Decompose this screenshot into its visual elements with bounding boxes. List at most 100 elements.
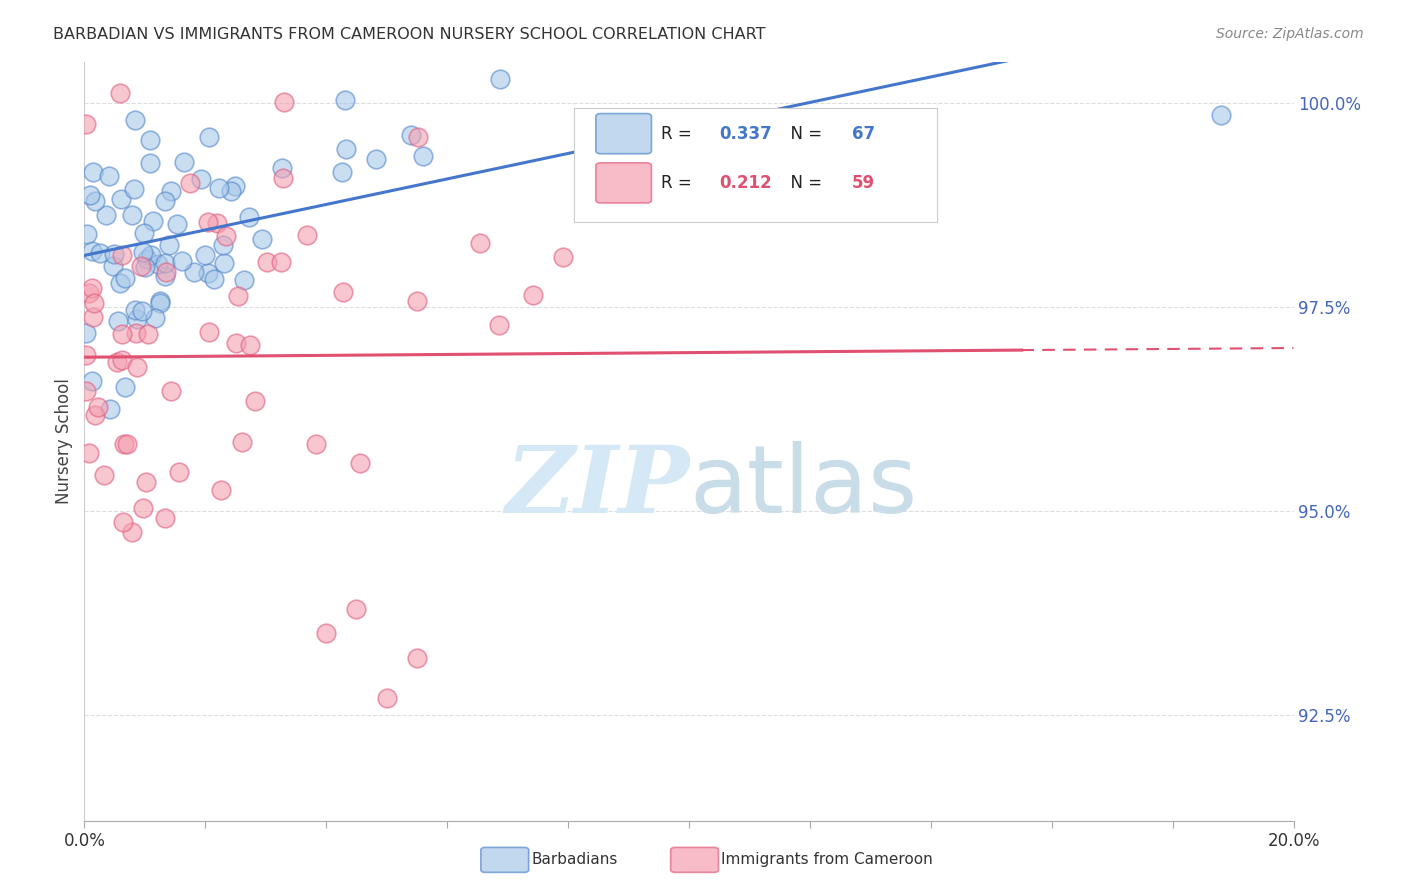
Point [197, 266, 219, 280]
Point [121, 524, 143, 539]
Text: 67: 67 [852, 125, 876, 143]
Point [232, 273, 254, 287]
Point [173, 155, 195, 169]
Point [111, 353, 134, 368]
Point [212, 256, 235, 270]
Point [197, 215, 219, 229]
Point [205, 215, 228, 229]
Text: Immigrants from Cameroon: Immigrants from Cameroon [721, 853, 934, 867]
Point [167, 465, 190, 479]
Text: 59: 59 [852, 174, 876, 193]
Point [221, 185, 243, 199]
Point [83, 194, 105, 208]
Point [114, 271, 136, 285]
Point [332, 285, 354, 299]
Point [297, 227, 319, 242]
Point [172, 254, 194, 268]
Point [179, 176, 201, 190]
Point [399, 128, 422, 142]
Point [82, 281, 104, 295]
Point [239, 337, 262, 351]
Point [335, 142, 357, 156]
Point [143, 311, 166, 326]
Point [149, 295, 172, 310]
Point [105, 354, 128, 368]
Point [349, 456, 371, 470]
Point [211, 238, 233, 252]
Point [125, 311, 148, 326]
Point [190, 172, 212, 186]
Y-axis label: Nursery School: Nursery School [55, 378, 73, 505]
Point [98, 169, 121, 183]
Point [183, 264, 205, 278]
Point [135, 475, 157, 490]
Text: BARBADIAN VS IMMIGRANTS FROM CAMEROON NURSERY SCHOOL CORRELATION CHART: BARBADIAN VS IMMIGRANTS FROM CAMEROON NU… [53, 27, 766, 42]
Point [198, 325, 221, 339]
Point [225, 335, 247, 350]
Point [124, 326, 146, 340]
Point [117, 437, 139, 451]
Point [110, 193, 132, 207]
Point [77, 445, 100, 459]
Point [110, 86, 132, 100]
Point [75, 347, 97, 361]
Point [132, 500, 155, 515]
Point [256, 255, 278, 269]
Point [406, 129, 429, 144]
Point [364, 152, 387, 166]
Point [136, 327, 159, 342]
Point [89, 246, 111, 260]
Point [75, 326, 97, 341]
Point [108, 276, 131, 290]
Point [315, 626, 337, 640]
Text: ZIP: ZIP [505, 442, 689, 532]
Text: R =: R = [661, 174, 697, 193]
Point [231, 434, 253, 449]
Point [80, 374, 103, 388]
Text: N =: N = [780, 174, 827, 193]
Text: Source: ZipAtlas.com: Source: ZipAtlas.com [1216, 27, 1364, 41]
Point [82, 244, 104, 258]
Point [87, 401, 110, 415]
Point [139, 133, 162, 147]
Text: 0.337: 0.337 [720, 125, 772, 143]
Point [198, 129, 221, 144]
Point [470, 236, 492, 251]
FancyBboxPatch shape [596, 113, 651, 153]
Point [160, 384, 183, 398]
Text: 0.212: 0.212 [720, 174, 772, 193]
Text: R =: R = [661, 125, 697, 143]
Point [243, 393, 266, 408]
Point [208, 181, 231, 195]
Point [238, 210, 260, 224]
Point [155, 265, 177, 279]
Point [141, 248, 163, 262]
Point [271, 161, 294, 175]
Point [228, 289, 250, 303]
Point [82, 310, 104, 325]
Point [153, 268, 176, 283]
Point [270, 255, 292, 269]
Point [122, 182, 145, 196]
FancyBboxPatch shape [574, 108, 936, 221]
Point [346, 601, 368, 615]
Point [412, 149, 434, 163]
Point [406, 650, 429, 665]
Point [94, 208, 117, 222]
Text: Barbadians: Barbadians [531, 853, 617, 867]
Point [124, 113, 146, 128]
Point [129, 259, 152, 273]
Point [77, 285, 100, 300]
Point [101, 259, 124, 273]
Point [375, 691, 398, 706]
Point [146, 256, 169, 270]
Point [335, 93, 357, 107]
Point [1209, 108, 1232, 122]
Point [131, 303, 153, 318]
Point [209, 483, 232, 497]
Point [112, 436, 135, 450]
Point [149, 294, 172, 309]
Point [202, 272, 225, 286]
Point [160, 184, 183, 198]
Point [155, 194, 177, 208]
